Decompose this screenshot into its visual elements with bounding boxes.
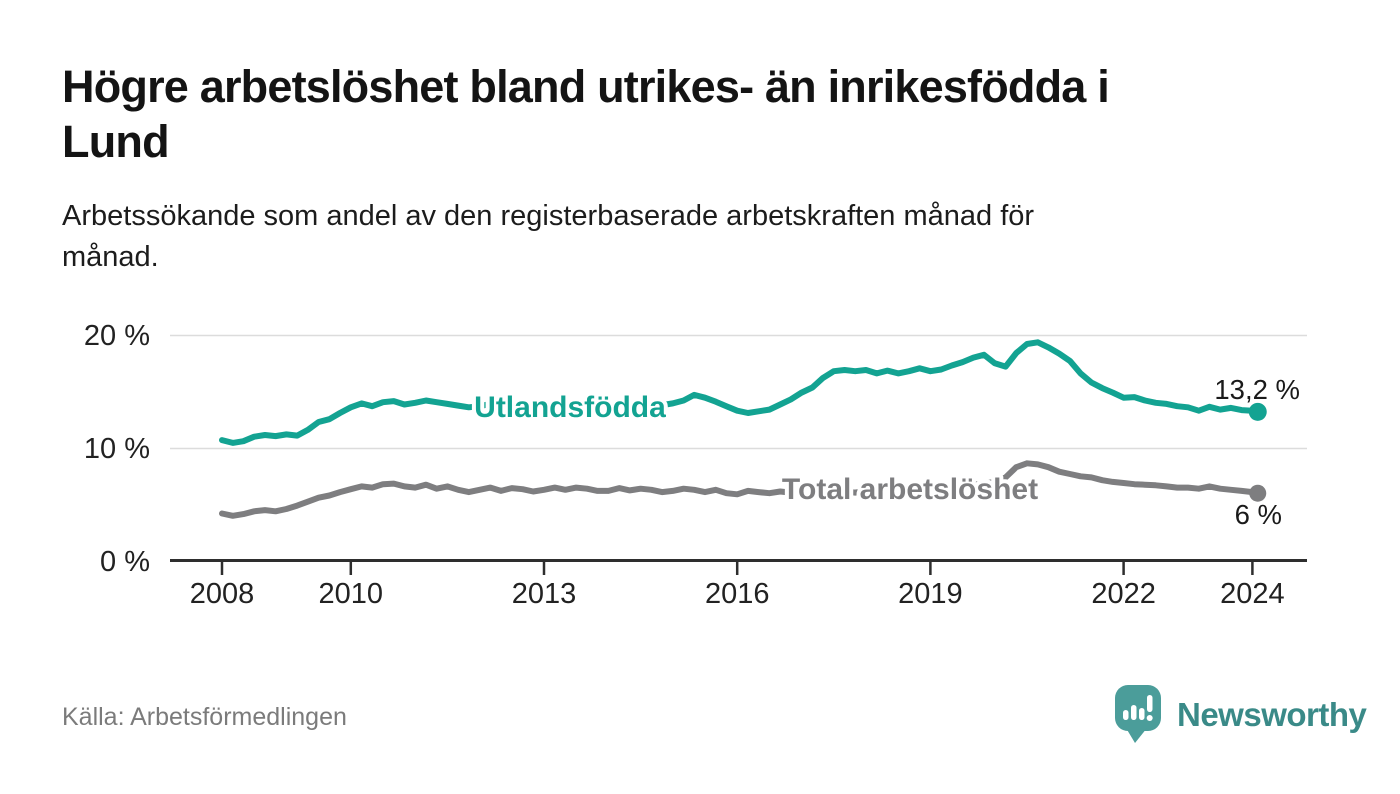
x-axis-label-2016: 2016 bbox=[705, 578, 770, 610]
end-value-annotation-total: 6 % bbox=[1235, 499, 1282, 530]
x-axis-label-2010: 2010 bbox=[319, 578, 384, 610]
series-label-utlandsfodda: Utlandsfödda bbox=[474, 391, 666, 424]
series-label-total: Total arbetslöshet bbox=[782, 473, 1038, 506]
newsworthy-branding: Newsworthy bbox=[1114, 684, 1367, 746]
y-axis-label-0-percent: 0 % bbox=[100, 546, 150, 578]
source-note: Källa: Arbetsförmedlingen bbox=[62, 703, 347, 731]
speech-bubble-body bbox=[1115, 685, 1161, 731]
speech-bubble-tail bbox=[1126, 728, 1147, 743]
page-title: Högre arbetslöshet bland utrikes- än inr… bbox=[62, 60, 1342, 170]
exclamation-stem-icon bbox=[1147, 695, 1153, 712]
series-endpoint-dot-utlandsfodda bbox=[1248, 402, 1267, 421]
bar-chart-bar-2-icon bbox=[1131, 705, 1137, 720]
page-title-line-1: Högre arbetslöshet bland utrikes- än inr… bbox=[62, 61, 1110, 112]
chart-subtitle-line-1: Arbetssökande som andel av den registerb… bbox=[62, 200, 1035, 232]
x-axis-label-2022: 2022 bbox=[1091, 578, 1156, 610]
newsworthy-speech-bubble-chart-icon bbox=[1115, 685, 1161, 743]
series-endpoint-dot-total bbox=[1249, 484, 1267, 502]
y-axis-label-20-percent: 20 % bbox=[84, 320, 150, 352]
series-line-total bbox=[219, 460, 1261, 519]
chart-subtitle: Arbetssökande som andel av den registerb… bbox=[62, 196, 1262, 277]
exclamation-dot-icon bbox=[1146, 715, 1153, 721]
page-title-line-2: Lund bbox=[62, 115, 170, 167]
y-axis-label-10-percent: 10 % bbox=[84, 433, 150, 465]
newsworthy-wordmark: Newsworthy bbox=[1177, 696, 1367, 733]
series-line-utlandsfodda bbox=[219, 339, 1261, 446]
x-axis-label-2008: 2008 bbox=[190, 578, 255, 610]
chart-subtitle-line-2: månad. bbox=[62, 240, 159, 273]
x-axis-label-2013: 2013 bbox=[512, 578, 577, 610]
bar-chart-bar-3-icon bbox=[1139, 708, 1145, 720]
x-axis-label-2019: 2019 bbox=[898, 578, 963, 610]
bar-chart-bar-1-icon bbox=[1123, 710, 1129, 720]
x-axis-label-2024: 2024 bbox=[1220, 578, 1285, 610]
end-value-annotation-utlandsfodda: 13,2 % bbox=[1214, 374, 1300, 405]
